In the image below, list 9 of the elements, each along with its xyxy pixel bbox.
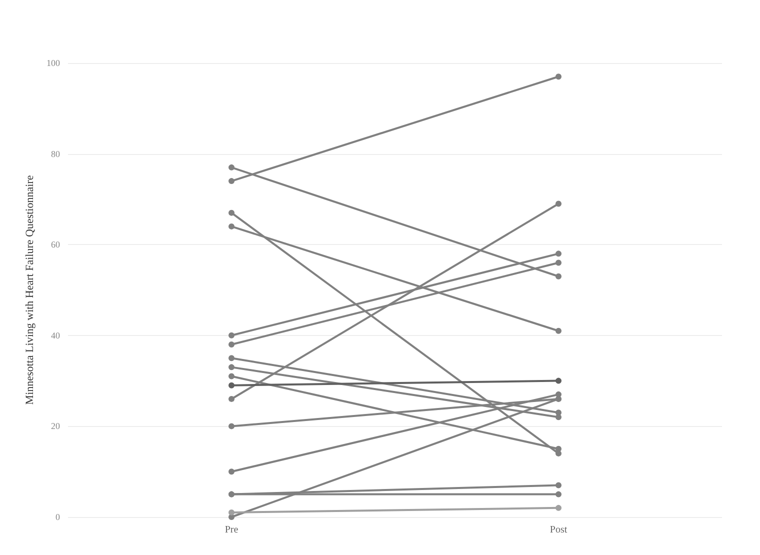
y-tick-label: 100	[46, 58, 60, 68]
y-tick-label: 60	[51, 240, 60, 250]
x-tick-label: Pre	[224, 524, 239, 536]
y-tick-label: 40	[51, 330, 60, 340]
y-tick-label: 0	[56, 512, 60, 522]
y-axis-title: Minnesotta Living with Heart Failure Questionnaire	[24, 175, 36, 405]
y-tick-label: 20	[51, 421, 60, 432]
y-tick-label: 80	[51, 148, 60, 159]
x-tick-label: Post	[550, 524, 568, 536]
